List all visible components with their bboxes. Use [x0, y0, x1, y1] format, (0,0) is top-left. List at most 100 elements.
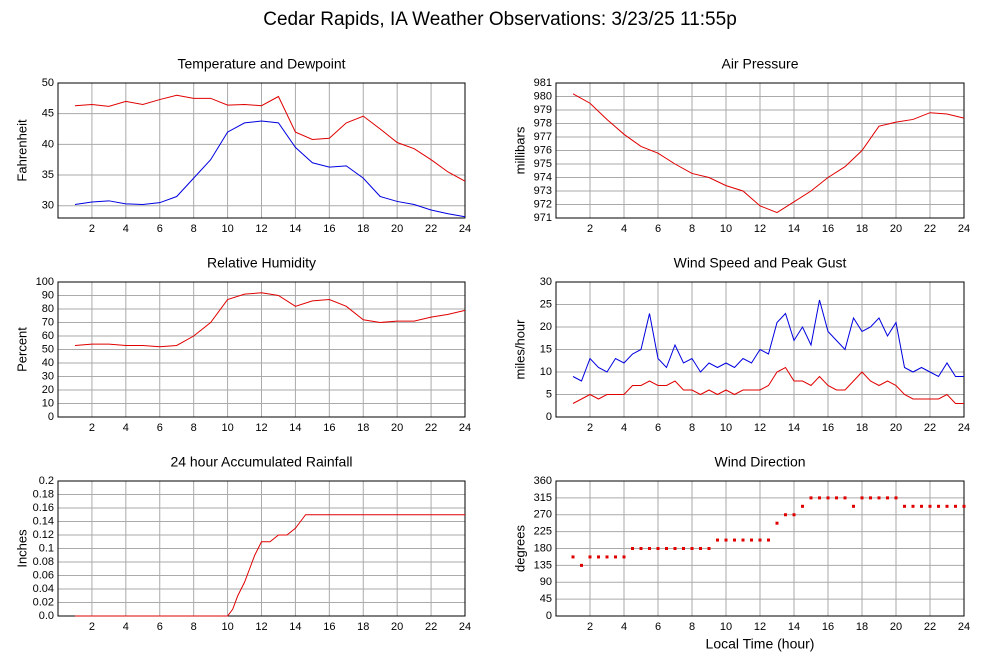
x-tick-label: 20 — [890, 223, 902, 235]
x-tick-label: 2 — [587, 223, 593, 235]
x-tick-label: 8 — [689, 621, 695, 633]
x-tick-label: 2 — [587, 422, 593, 434]
x-tick-label: 20 — [890, 621, 902, 633]
x-tick-label: 10 — [221, 422, 233, 434]
y-tick-label: 45 — [540, 593, 552, 605]
x-tick-label: 6 — [655, 621, 661, 633]
data-line — [74, 514, 465, 617]
x-tick-label: 18 — [357, 621, 369, 633]
y-tick-label: 976 — [534, 144, 552, 156]
y-tick-label: 974 — [534, 171, 552, 183]
data-point — [580, 563, 583, 567]
y-tick-label: 100 — [36, 276, 54, 288]
y-axis-label: millibars — [512, 126, 527, 174]
data-point — [588, 555, 592, 559]
y-tick-label: 0 — [546, 411, 552, 423]
chart-panel: Wind Speed and Peak Gust miles/hour 0 5 10 15… — [512, 255, 970, 434]
data-point — [843, 496, 847, 500]
data-point — [920, 504, 923, 508]
y-tick-label: 90 — [42, 289, 54, 301]
x-tick-label: 6 — [157, 422, 163, 434]
y-tick-label: 5 — [546, 388, 552, 400]
y-tick-label: 10 — [540, 366, 552, 378]
y-tick-label: 0.0 — [39, 610, 54, 622]
y-tick-label: 135 — [534, 559, 552, 571]
y-tick-label: 30 — [540, 276, 552, 288]
x-tick-label: 16 — [822, 422, 834, 434]
plot-frame — [555, 281, 965, 418]
x-tick-label: 4 — [621, 223, 627, 235]
data-point — [716, 538, 719, 542]
y-axis-label: Percent — [14, 327, 29, 372]
data-point — [597, 555, 600, 559]
data-point — [852, 504, 855, 508]
data-point — [945, 504, 949, 508]
x-axis-label: Local Time (hour) — [706, 636, 815, 652]
data-point — [648, 547, 651, 550]
data-point — [877, 496, 881, 500]
chart-title: Relative Humidity — [207, 255, 316, 271]
x-tick-label: 16 — [822, 223, 834, 235]
x-tick-label: 6 — [655, 422, 661, 434]
x-tick-label: 22 — [425, 621, 437, 633]
x-tick-label: 4 — [621, 422, 627, 434]
x-tick-label: 4 — [123, 422, 129, 434]
data-point — [758, 538, 762, 542]
x-tick-label: 24 — [459, 621, 471, 633]
chart-title: Wind Direction — [714, 454, 805, 470]
y-tick-label: 80 — [42, 303, 54, 315]
x-tick-label: 20 — [391, 223, 403, 235]
y-tick-label: 0 — [546, 610, 552, 622]
data-point — [665, 547, 668, 550]
data-point — [962, 504, 966, 508]
y-tick-label: 35 — [42, 169, 54, 181]
x-tick-label: 18 — [357, 223, 369, 235]
x-tick-label: 14 — [788, 422, 800, 434]
x-tick-label: 8 — [191, 422, 197, 434]
y-tick-label: 45 — [42, 108, 54, 120]
data-point — [656, 547, 660, 550]
x-tick-label: 18 — [357, 422, 369, 434]
data-point — [860, 496, 864, 500]
x-tick-label: 8 — [191, 223, 197, 235]
y-tick-label: 0.16 — [33, 502, 54, 514]
y-tick-label: 225 — [534, 526, 552, 538]
x-tick-label: 16 — [323, 422, 335, 434]
y-axis-label: miles/hour — [512, 319, 527, 380]
y-tick-label: 0.18 — [33, 488, 54, 500]
y-tick-label: 20 — [540, 321, 552, 333]
y-tick-label: 0.08 — [33, 556, 54, 568]
data-point — [571, 555, 575, 559]
x-tick-label: 8 — [689, 223, 695, 235]
y-tick-label: 973 — [534, 185, 552, 197]
x-tick-label: 22 — [425, 223, 437, 235]
plot-frame — [57, 82, 466, 219]
x-tick-label: 12 — [754, 223, 766, 235]
x-tick-label: 14 — [289, 422, 301, 434]
x-tick-label: 22 — [924, 621, 936, 633]
data-point — [690, 547, 694, 550]
x-tick-label: 12 — [255, 621, 267, 633]
y-tick-label: 0.2 — [39, 475, 54, 487]
y-tick-label: 0.12 — [33, 529, 54, 541]
data-point — [784, 513, 787, 517]
x-tick-label: 18 — [856, 223, 868, 235]
y-tick-label: 0.04 — [33, 583, 54, 595]
x-tick-label: 24 — [958, 422, 970, 434]
y-tick-label: 0 — [48, 411, 54, 423]
y-tick-label: 270 — [534, 509, 552, 521]
x-tick-label: 6 — [157, 621, 163, 633]
y-tick-label: 40 — [42, 357, 54, 369]
y-tick-label: 315 — [534, 492, 552, 504]
data-line — [572, 93, 965, 214]
x-tick-label: 2 — [587, 621, 593, 633]
data-point — [741, 538, 745, 542]
plot-frame — [57, 480, 466, 617]
y-tick-label: 60 — [42, 330, 54, 342]
y-tick-label: 978 — [534, 117, 552, 129]
y-tick-label: 70 — [42, 316, 54, 328]
x-tick-label: 8 — [689, 422, 695, 434]
x-tick-label: 18 — [856, 422, 868, 434]
y-axis-label: Fahrenheit — [14, 119, 29, 182]
